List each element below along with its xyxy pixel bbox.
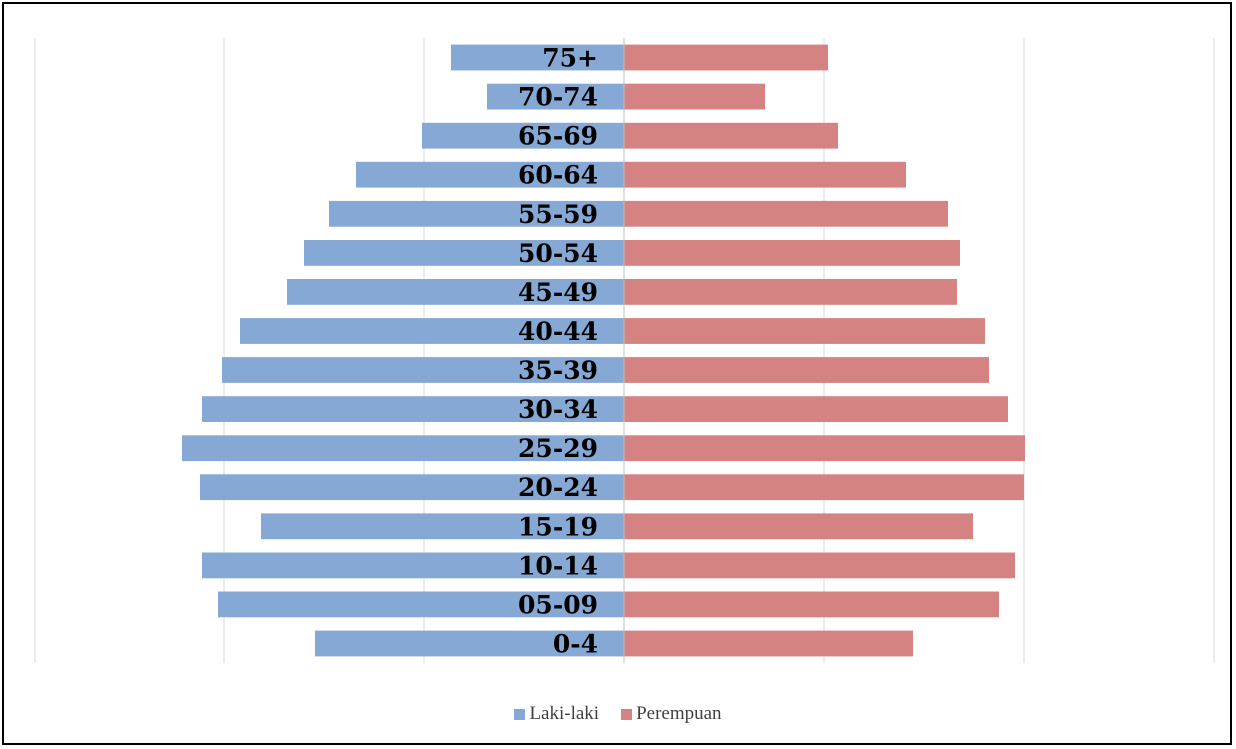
legend: Laki-laki Perempuan (0, 703, 1236, 725)
bar-laki-laki-25-29 (182, 435, 624, 462)
bar-laki-laki-15-19 (261, 513, 624, 540)
bar-laki-laki-50-54 (304, 240, 624, 266)
bar-perempuan-10-14 (624, 552, 1015, 579)
bar-perempuan-75+ (624, 44, 828, 71)
category-label: 35-39 (518, 356, 598, 385)
category-label: 25-29 (518, 434, 598, 463)
bar-laki-laki-60-64 (356, 161, 624, 188)
bar-perempuan-45-49 (624, 279, 957, 305)
bar-perempuan-15-19 (624, 513, 973, 540)
bar-perempuan-65-69 (624, 122, 838, 149)
category-label: 45-49 (518, 278, 598, 307)
category-label: 75+ (542, 44, 598, 73)
bar-laki-laki-30-34 (202, 396, 624, 422)
bar-laki-laki-75+ (451, 44, 624, 71)
legend-item-perempuan: Perempuan (621, 703, 722, 725)
category-label: 60-64 (518, 161, 598, 190)
bar-laki-laki-0-4 (315, 630, 624, 657)
category-label: 0-4 (553, 630, 598, 659)
bar-perempuan-55-59 (624, 200, 948, 227)
legend-label-perempuan: Perempuan (636, 703, 722, 724)
bar-laki-laki-45-49 (287, 279, 624, 305)
legend-label-laki-laki: Laki-laki (529, 703, 600, 724)
category-labels: 75+ 70-74 65-69 60-64 55-59 50-54 45-49 40-44 35… (518, 44, 598, 659)
bar-laki-laki-70-74 (487, 83, 624, 110)
legend-swatch-laki-laki (514, 708, 526, 720)
category-label: 65-69 (518, 122, 598, 151)
legend-item-laki-laki: Laki-laki (514, 703, 599, 725)
bar-laki-laki-65-69 (422, 122, 624, 149)
bar-perempuan-0-4 (624, 630, 913, 657)
category-label: 50-54 (518, 239, 598, 268)
population-pyramid-chart: 75+ 70-74 65-69 60-64 55-59 50-54 45-49 40-44 35… (34, 38, 1215, 663)
bar-perempuan-25-29 (624, 435, 1025, 462)
bar-laki-laki-10-14 (202, 552, 624, 579)
category-label: 10-14 (518, 551, 598, 580)
category-label: 05-09 (518, 590, 598, 619)
bar-perempuan-40-44 (624, 318, 985, 344)
category-label: 70-74 (518, 83, 598, 112)
bar-perempuan-70-74 (624, 83, 765, 110)
bar-perempuan-20-24 (624, 474, 1024, 501)
bar-perempuan-60-64 (624, 161, 906, 188)
category-label: 20-24 (518, 473, 598, 502)
bar-laki-laki-35-39 (222, 357, 624, 383)
bar-laki-laki-05-09 (218, 591, 624, 618)
category-label: 40-44 (518, 317, 598, 346)
bar-perempuan-50-54 (624, 240, 960, 266)
bars (182, 38, 1025, 663)
category-label: 30-34 (518, 395, 598, 424)
bar-perempuan-35-39 (624, 357, 989, 383)
category-label: 15-19 (518, 512, 598, 541)
bar-laki-laki-55-59 (329, 200, 624, 227)
bar-laki-laki-40-44 (240, 318, 624, 344)
legend-swatch-perempuan (621, 708, 633, 720)
category-label: 55-59 (518, 200, 598, 229)
bar-perempuan-05-09 (624, 591, 999, 618)
bar-perempuan-30-34 (624, 396, 1008, 422)
bar-laki-laki-20-24 (200, 474, 624, 501)
